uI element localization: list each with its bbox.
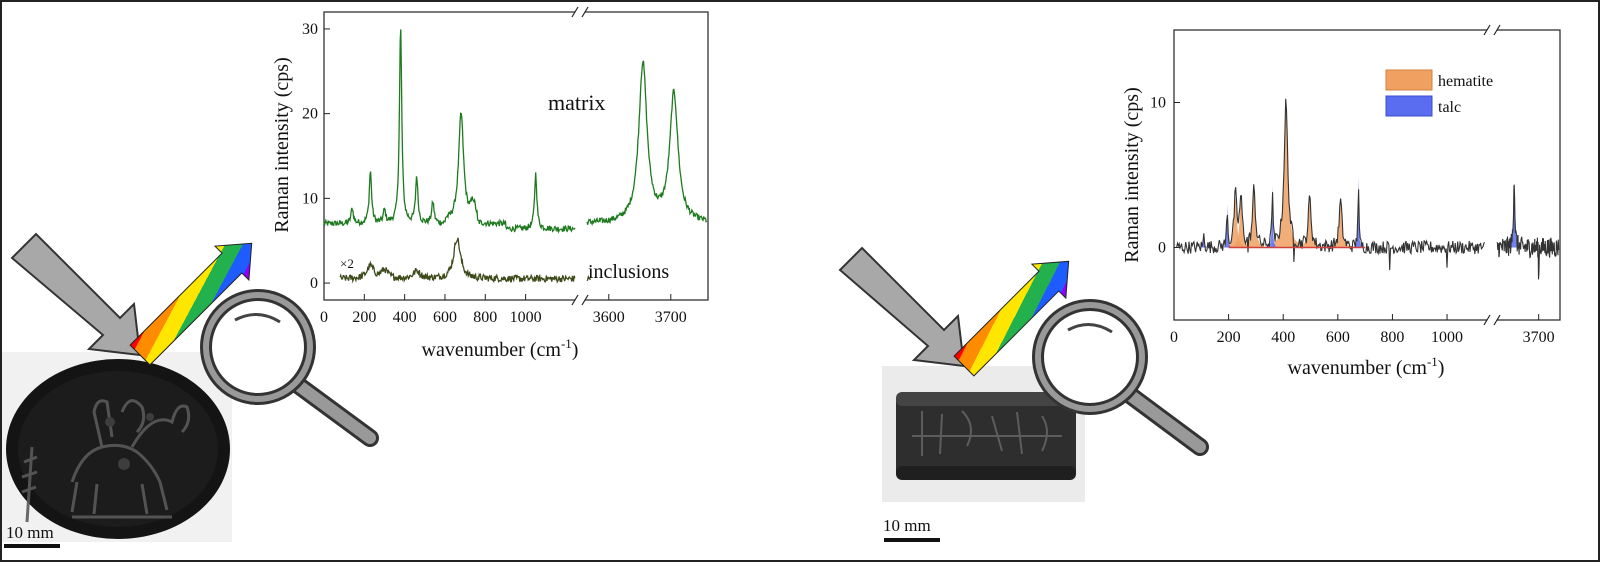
left-ytick-label: 10	[302, 190, 318, 207]
magnifier-icon-left	[200, 289, 379, 447]
left-ylabel: Raman intensity (cps)	[271, 57, 293, 233]
left-axis-break-mark	[581, 294, 589, 306]
left-axis-break-mark	[571, 294, 579, 306]
right-axis-break-mark	[1483, 314, 1491, 326]
talc-band	[1224, 204, 1231, 248]
left-xtick-label: 400	[393, 309, 417, 326]
right-axis-break-mark	[1493, 314, 1501, 326]
matrix-line-high	[586, 60, 708, 227]
left-plot-frame	[323, 11, 709, 301]
right-spectrum-low	[1176, 98, 1486, 271]
right-axis-break-mark	[1483, 24, 1491, 36]
right-scale-label: 10 mm	[883, 516, 931, 535]
right-xtick-label: 600	[1326, 329, 1350, 346]
left-ytick-label: 20	[302, 106, 318, 123]
incident-arrow-left	[10, 232, 142, 357]
left-xtick-label: 600	[433, 309, 457, 326]
inclusions-line-low	[339, 237, 576, 284]
right-xlabel: wavenumber (cm-1)	[1288, 354, 1445, 379]
right-xtick-label: 200	[1217, 329, 1241, 346]
inclusions-series-label: inclusions	[588, 261, 669, 283]
left-xtick-label: 200	[352, 309, 376, 326]
right-axis-break-mark	[1493, 24, 1501, 36]
incident-arrow-right	[838, 246, 966, 368]
inclusions-scale-annotation: ×2	[340, 256, 354, 271]
right-plot-frame	[1173, 29, 1561, 321]
right-xtick-label: 0	[1170, 329, 1178, 346]
right-xtick-label: 400	[1271, 329, 1295, 346]
matrix-line-low	[323, 29, 576, 235]
hematite-band	[1244, 189, 1264, 248]
right-xtick-label: 800	[1380, 329, 1404, 346]
left-axis-break-mark	[581, 6, 589, 18]
left-axis-break-mark	[571, 6, 579, 18]
left-axis-break-gap	[575, 297, 585, 303]
right-ytick-label: 0	[1158, 240, 1166, 257]
right-ytick-label: 10	[1150, 95, 1166, 112]
scattered-arrow-left	[129, 242, 253, 366]
left-scale-label: 10 mm	[6, 523, 54, 542]
inclusions-line-high	[586, 274, 591, 282]
left-xtick-label: 1000	[510, 309, 542, 326]
left-ytick-label: 0	[310, 275, 318, 292]
right-legend: hematite talc	[1385, 69, 1493, 117]
magnifier-icon-right	[1032, 299, 1209, 456]
right-xtick-label: 1000	[1431, 329, 1463, 346]
legend-swatch-talc	[1385, 95, 1433, 117]
scattered-arrow-right	[953, 260, 1070, 377]
left-ytick-label: 30	[302, 21, 318, 38]
left-axis-break-gap	[575, 9, 585, 15]
left-scale-bar	[4, 544, 60, 548]
left-xtick-label: 0	[320, 309, 328, 326]
left-xtick-label: 3600	[593, 309, 625, 326]
hematite-band	[1330, 201, 1351, 248]
right-axis-break-gap	[1487, 27, 1497, 33]
right-ylabel: Raman intensity (cps)	[1121, 87, 1143, 263]
left-xtick-label: 3700	[655, 309, 687, 326]
hematite-band	[1272, 102, 1300, 248]
left-gem-photo	[2, 352, 232, 542]
right-xtick-label: 3700	[1523, 329, 1555, 346]
left-raman-chart: 0 10 20 30 0 200 400 600 800 1000 3600 3700 Raman i…	[271, 6, 709, 361]
legend-label-hematite: hematite	[1438, 73, 1493, 90]
left-xtick-label: 800	[473, 309, 497, 326]
right-axis-break-gap	[1487, 317, 1497, 323]
matrix-series-label: matrix	[548, 90, 605, 115]
left-xlabel: wavenumber (cm-1)	[422, 336, 579, 361]
hematite-band	[1299, 198, 1320, 248]
right-spectrum-high	[1496, 184, 1560, 280]
talc-band	[1269, 185, 1276, 248]
legend-swatch-hematite	[1385, 69, 1433, 91]
right-scale-bar	[884, 538, 940, 542]
hematite-band	[1231, 201, 1251, 248]
hematite-band	[1225, 196, 1246, 248]
legend-label-talc: talc	[1438, 99, 1461, 116]
